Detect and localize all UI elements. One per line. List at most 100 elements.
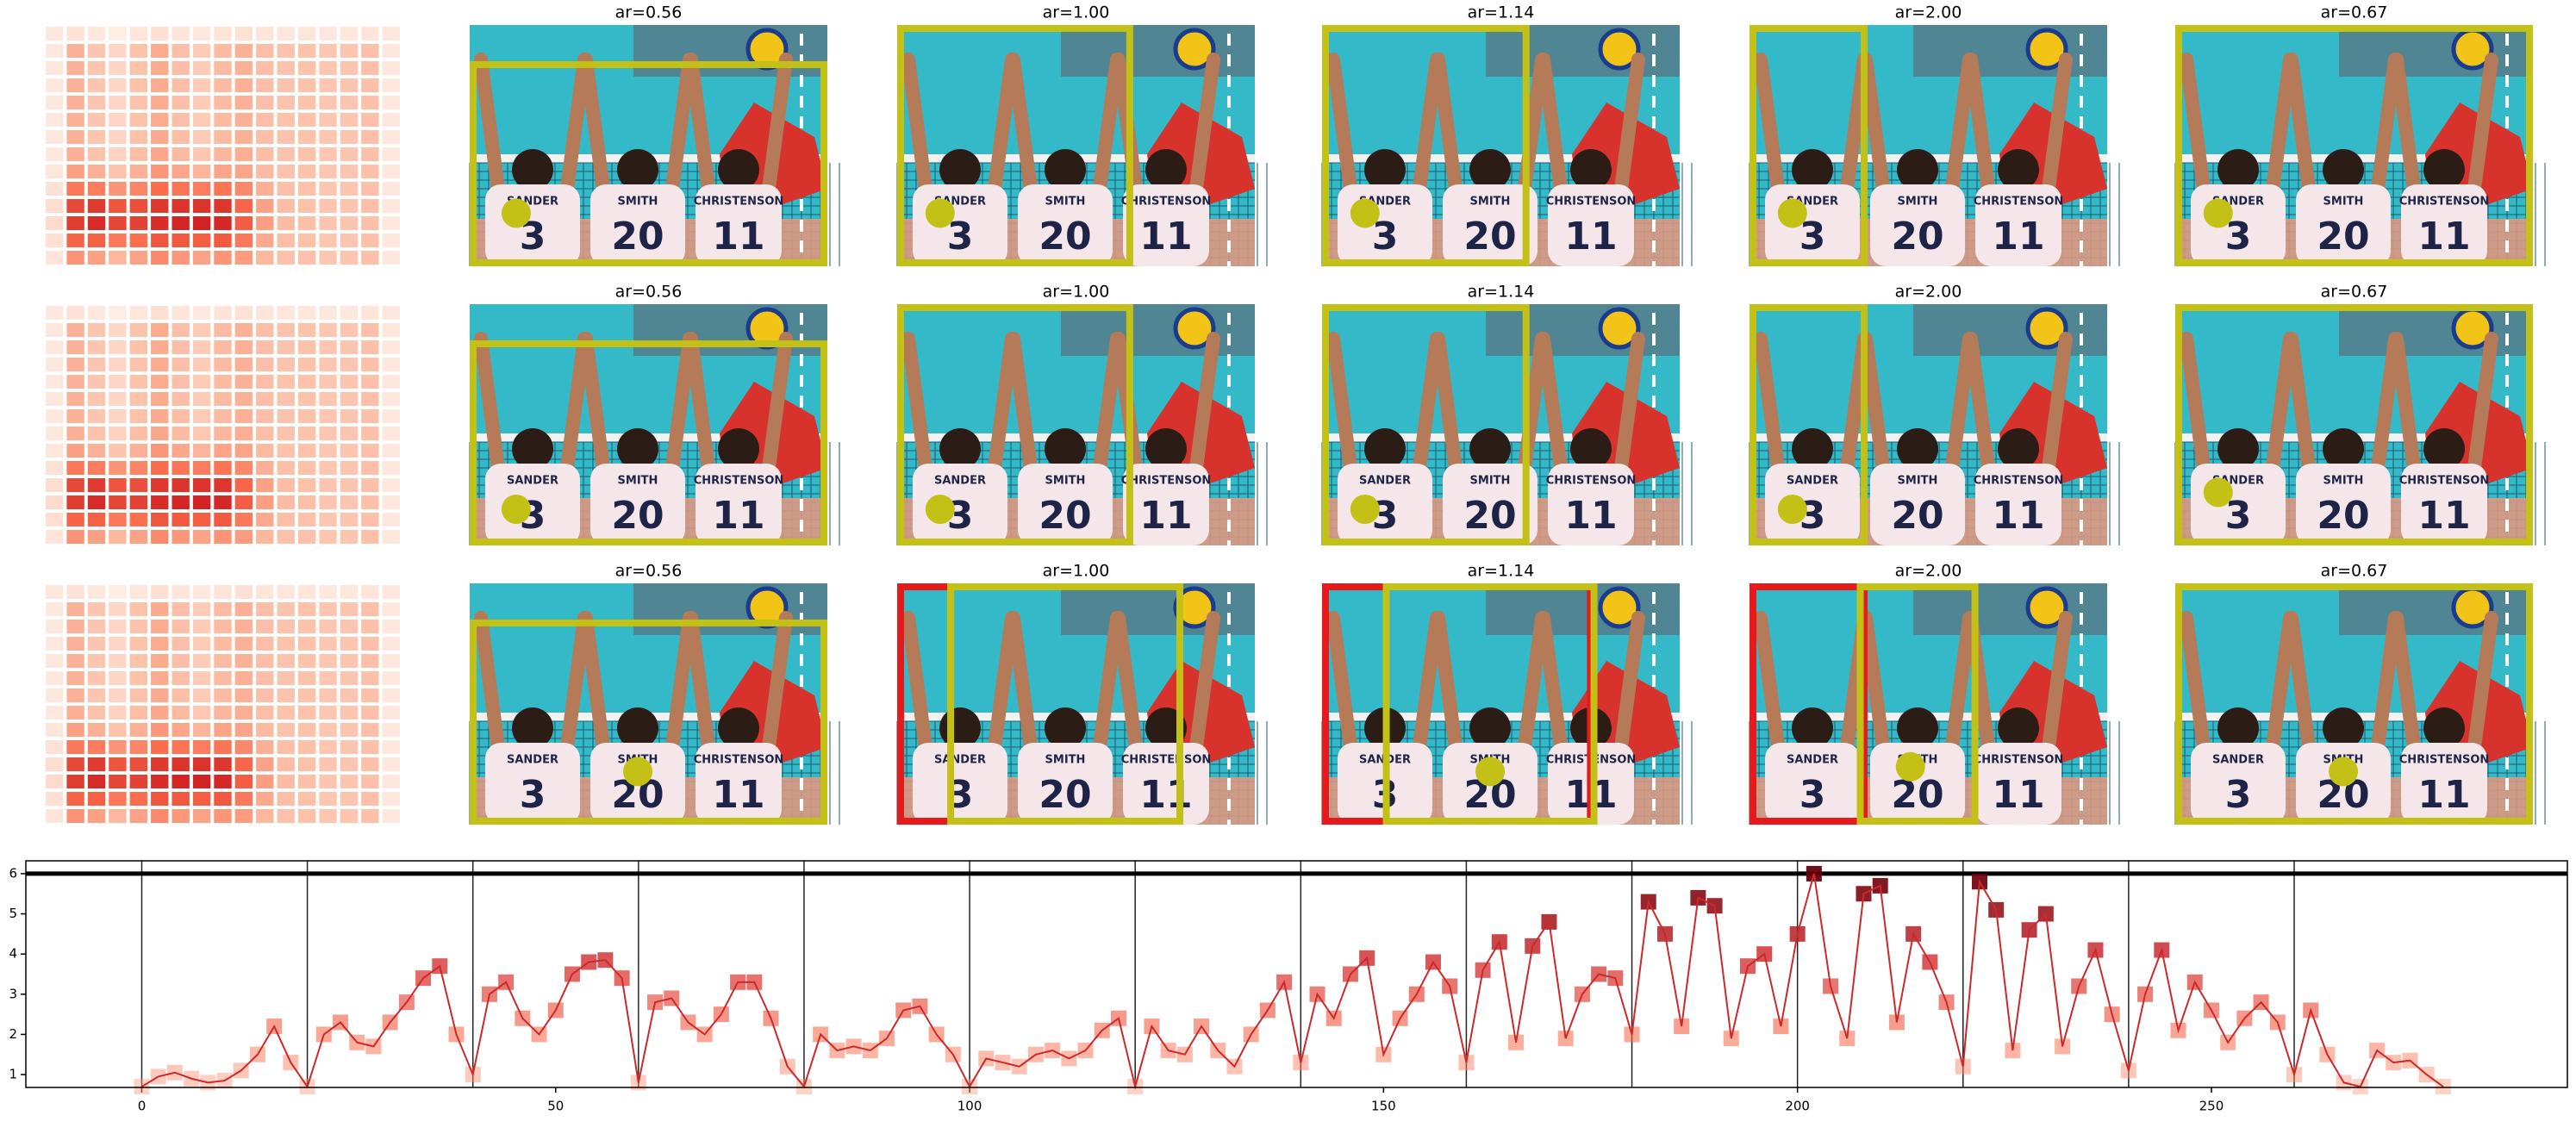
- arm: [2371, 53, 2402, 196]
- jersey-name: SMITH: [1898, 475, 1938, 488]
- heat-cell: [214, 706, 232, 720]
- arm: [2467, 611, 2498, 754]
- heat-cell: [256, 306, 274, 320]
- heat-cell: [234, 27, 253, 40]
- crop-box: [2175, 25, 2533, 266]
- heat-cell: [234, 216, 253, 230]
- jersey-number: 11: [1564, 494, 1617, 538]
- heat-cell: [361, 654, 379, 668]
- jersey-number: 3: [1799, 773, 1826, 817]
- heat-cell: [151, 444, 169, 458]
- photo-crowd: [633, 25, 827, 77]
- heat-cell: [297, 340, 316, 354]
- heat-cell: [256, 478, 274, 492]
- heat-cell: [234, 654, 253, 668]
- heat-cell: [214, 358, 232, 371]
- heat-cell: [297, 740, 316, 754]
- x-tick-label: 200: [1785, 1099, 1810, 1114]
- heat-cell: [172, 96, 190, 109]
- center-dot: [2203, 198, 2233, 228]
- heat-cell: [234, 182, 253, 196]
- head: [1792, 707, 1833, 749]
- heat-cell: [297, 251, 316, 265]
- heat-cell: [151, 61, 169, 75]
- heat-cell: [234, 585, 253, 599]
- heat-cell: [214, 409, 232, 423]
- heat-cell: [109, 165, 127, 178]
- heat-cell: [234, 251, 253, 265]
- heat-cell: [46, 165, 64, 178]
- jersey-name: SMITH: [2323, 475, 2364, 488]
- heat-cell: [172, 637, 190, 651]
- heat-cell: [319, 444, 337, 458]
- center-dot: [1350, 495, 1380, 524]
- jersey-number: 20: [1891, 215, 1943, 259]
- heat-cell: [46, 671, 64, 685]
- heat-cell: [277, 306, 295, 320]
- heat-cell: [340, 513, 359, 526]
- arm: [579, 53, 610, 196]
- heat-cell: [129, 234, 148, 247]
- heat-cell: [46, 723, 64, 737]
- heat-cell: [129, 358, 148, 371]
- heat-cell: [361, 775, 379, 788]
- heat-cell: [297, 461, 316, 475]
- heat-cell: [66, 130, 84, 144]
- heat-cell: [109, 461, 127, 475]
- heat-cell: [319, 654, 337, 668]
- heat-cell: [172, 513, 190, 526]
- heat-cell: [319, 775, 337, 788]
- heat-cell: [192, 530, 211, 544]
- heat-cell: [151, 113, 169, 127]
- center-dot: [2203, 477, 2233, 508]
- heat-cell: [382, 392, 400, 406]
- heat-cell: [297, 165, 316, 178]
- heat-cell: [172, 654, 190, 668]
- heat-cell: [129, 461, 148, 475]
- heat-cell: [129, 495, 148, 509]
- heat-cell: [109, 671, 127, 685]
- heat-cell: [192, 602, 211, 616]
- heat-cell: [234, 706, 253, 720]
- heat-cell: [214, 375, 232, 389]
- jersey-name: SMITH: [1470, 196, 1511, 209]
- heat-cell: [192, 27, 211, 40]
- heat-cell: [192, 654, 211, 668]
- heat-cell: [151, 775, 169, 788]
- jersey-number: 11: [712, 773, 764, 817]
- heat-cell: [109, 44, 127, 58]
- heat-cell: [192, 147, 211, 161]
- photo-crowd: [1061, 304, 1255, 356]
- heat-cell: [382, 706, 400, 720]
- arm: [1189, 53, 1220, 196]
- heat-cell: [234, 775, 253, 788]
- crop-box: [1322, 25, 1530, 266]
- heat-cell: [234, 409, 253, 423]
- jersey-name: SMITH: [2323, 196, 2364, 209]
- heat-cell: [151, 306, 169, 320]
- heat-cell: [172, 620, 190, 633]
- heat-cell: [214, 688, 232, 702]
- heat-cell: [129, 444, 148, 458]
- heat-cell: [172, 757, 190, 771]
- heat-cell: [129, 723, 148, 737]
- crop-box: [470, 340, 827, 545]
- heat-cell: [129, 96, 148, 109]
- heat-cell: [172, 392, 190, 406]
- heat-cell: [256, 585, 274, 599]
- heat-cell: [234, 306, 253, 320]
- heat-cell: [319, 792, 337, 806]
- heat-cell: [319, 392, 337, 406]
- heat-cell: [277, 427, 295, 440]
- jersey-number: 11: [1992, 494, 2044, 538]
- heat-cell: [151, 602, 169, 616]
- arm: [2266, 332, 2297, 475]
- arm: [1945, 53, 1976, 196]
- heat-cell: [382, 375, 400, 389]
- heat-cell: [297, 792, 316, 806]
- jersey: [1870, 464, 1965, 545]
- heat-cell: [340, 740, 359, 754]
- heat-cell: [109, 234, 127, 247]
- heat-cell: [192, 392, 211, 406]
